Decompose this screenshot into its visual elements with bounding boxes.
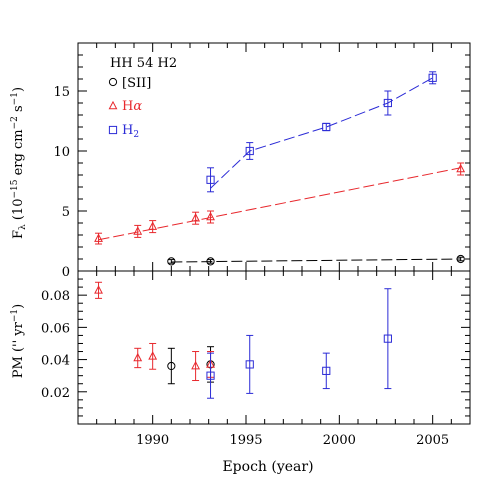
top-point-h: [133, 226, 143, 235]
top-point-h2: [322, 122, 331, 132]
top-fit-line-h: [98, 167, 461, 241]
legend-label-halpha: Hα: [122, 99, 142, 114]
top-fit-line-sii: [171, 258, 461, 263]
top-point-h: [94, 233, 103, 242]
x-axis-label: Epoch (year): [222, 459, 313, 475]
x-tick-label: 2005: [416, 433, 449, 448]
top-point-h: [206, 211, 215, 221]
top-point-h: [191, 213, 201, 222]
top-y-tick-label: 15: [53, 85, 70, 100]
top-y-tick-label: 0: [62, 265, 70, 280]
bottom-point-h: [148, 351, 158, 360]
top-fit-line-h2: [210, 77, 433, 189]
x-tick-label: 1995: [229, 433, 262, 448]
top-point-sii: [456, 254, 465, 264]
bottom-point-sii: [167, 361, 176, 371]
top-point-h: [456, 163, 466, 173]
bottom-point-h2: [322, 366, 331, 375]
top-y-axis-label: Fλ (10−15 erg cm−2 s−1): [10, 87, 28, 239]
bottom-point-h2: [245, 360, 254, 369]
bottom-point-h: [191, 360, 201, 370]
top-y-tick-label: 10: [53, 145, 70, 160]
bottom-point-h2: [383, 334, 392, 343]
bottom-point-h2: [206, 371, 215, 380]
bottom-y-tick-label: 0.04: [41, 354, 70, 369]
legend-marker-h: [108, 100, 118, 110]
chart-title: HH 54 H2: [110, 56, 177, 71]
top-panel: 0 5 10 15: [53, 42, 471, 280]
top-point-sii: [206, 257, 215, 266]
top-point-sii: [167, 257, 176, 266]
bottom-point-h: [133, 352, 143, 362]
bottom-panel: 0.02 0.04 0.06 0.08 1990 1995 2000 2005: [41, 270, 471, 448]
top-point-h2: [428, 73, 437, 82]
top-point-h2: [206, 175, 215, 184]
legend-label-sii: [SII]: [122, 76, 151, 91]
bottom-point-h: [94, 285, 103, 294]
x-tick-label: 2000: [323, 433, 356, 448]
bottom-y-tick-label: 0.06: [41, 321, 70, 336]
bottom-y-tick-label: 0.02: [41, 386, 70, 401]
legend-label-h2: H2: [122, 123, 139, 140]
bottom-y-tick-label: 0.08: [41, 289, 70, 304]
x-tick-label: 1990: [136, 433, 169, 448]
top-point-h2: [383, 98, 392, 108]
top-y-tick-label: 5: [62, 205, 70, 220]
legend-marker-h2: [108, 125, 118, 135]
bottom-plot-frame: [77, 270, 471, 425]
legend-marker-sii: [108, 77, 118, 87]
bottom-y-axis-label: PM ('' yr−1): [10, 304, 26, 378]
top-point-h2: [245, 146, 254, 156]
legend-markers: [108, 77, 118, 135]
top-point-h: [148, 221, 158, 230]
